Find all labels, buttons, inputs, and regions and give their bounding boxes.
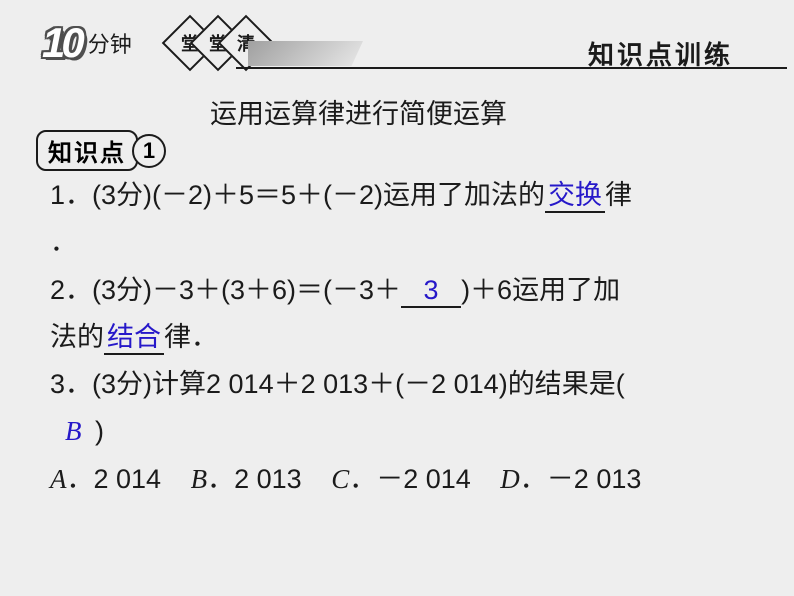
question-2-line1: 2．(3分)－3＋(3＋6)＝(－3＋ 3 )＋6运用了加: [50, 267, 740, 314]
q1-prefix: 1．(3分)(－2)＋5＝5＋(－2)运用了加法的: [50, 180, 545, 210]
q3-text: 3．(3分)计算2 014＋2 013＋(－2 014)的结果是(: [50, 369, 625, 399]
q2-blank: 3: [401, 274, 461, 308]
knowledge-point-number: 1: [132, 134, 166, 168]
minute-number-wrap: 10: [42, 19, 85, 67]
question-2-line2: 法的结合律．: [50, 314, 740, 361]
minute-text: 分钟: [88, 27, 132, 59]
q2-l2b: 律．: [164, 322, 218, 352]
q3-answer: B: [65, 408, 95, 455]
opt-B-label: B: [191, 464, 208, 494]
header-bar: 10 分钟 堂 堂 清 知识点训练: [36, 25, 751, 75]
header-wedge: [248, 41, 363, 66]
q2-l1a: 2．(3分)－3＋(3＋6)＝(－3＋: [50, 275, 401, 305]
q2-answer1: 3: [424, 275, 439, 305]
option-B: B．2 013: [191, 456, 302, 503]
knowledge-point-label: 知识点: [36, 130, 138, 171]
question-3-options: A．2 014 B．2 013 C．－2 014 D．－2 013: [50, 456, 740, 503]
opt-B-val: ．2 013: [207, 464, 302, 494]
q2-l2a: 法的: [50, 322, 104, 352]
q2-l1b: )＋6运用了加: [461, 275, 620, 305]
question-3-line1: 3．(3分)计算2 014＋2 013＋(－2 014)的结果是(: [50, 361, 740, 408]
q1-period: ．: [50, 219, 740, 266]
opt-A-val: ．2 014: [67, 464, 162, 494]
opt-A-label: A: [50, 464, 67, 494]
opt-D-label: D: [500, 464, 520, 494]
option-D: D．－2 013: [500, 456, 641, 503]
q1-blank: 交换: [545, 179, 605, 213]
knowledge-point-badge: 知识点 1: [36, 130, 166, 171]
question-1: 1．(3分)(－2)＋5＝5＋(－2)运用了加法的交换律: [50, 172, 740, 219]
q1-answer: 交换: [548, 180, 602, 210]
opt-D-val: ．－2 013: [520, 464, 642, 494]
minute-badge: 10 分钟: [42, 19, 132, 67]
header-right-title: 知识点训练: [588, 35, 733, 72]
option-C: C．－2 014: [331, 456, 471, 503]
question-3-line2: B): [50, 408, 740, 455]
minute-number: 10: [42, 19, 85, 66]
q2-answer2: 结合: [107, 322, 161, 352]
content-area: 1．(3分)(－2)＋5＝5＋(－2)运用了加法的交换律 ． 2．(3分)－3＋…: [50, 172, 740, 503]
option-A: A．2 014: [50, 456, 161, 503]
topic-title: 运用运算律进行简便运算: [210, 92, 507, 131]
opt-C-label: C: [331, 464, 349, 494]
q2-blank2: 结合: [104, 321, 164, 355]
q1-suffix: 律: [605, 180, 632, 210]
diamond-row: 堂 堂 清: [170, 23, 254, 63]
q3-close: ): [95, 416, 104, 446]
opt-C-val: ．－2 014: [349, 464, 471, 494]
